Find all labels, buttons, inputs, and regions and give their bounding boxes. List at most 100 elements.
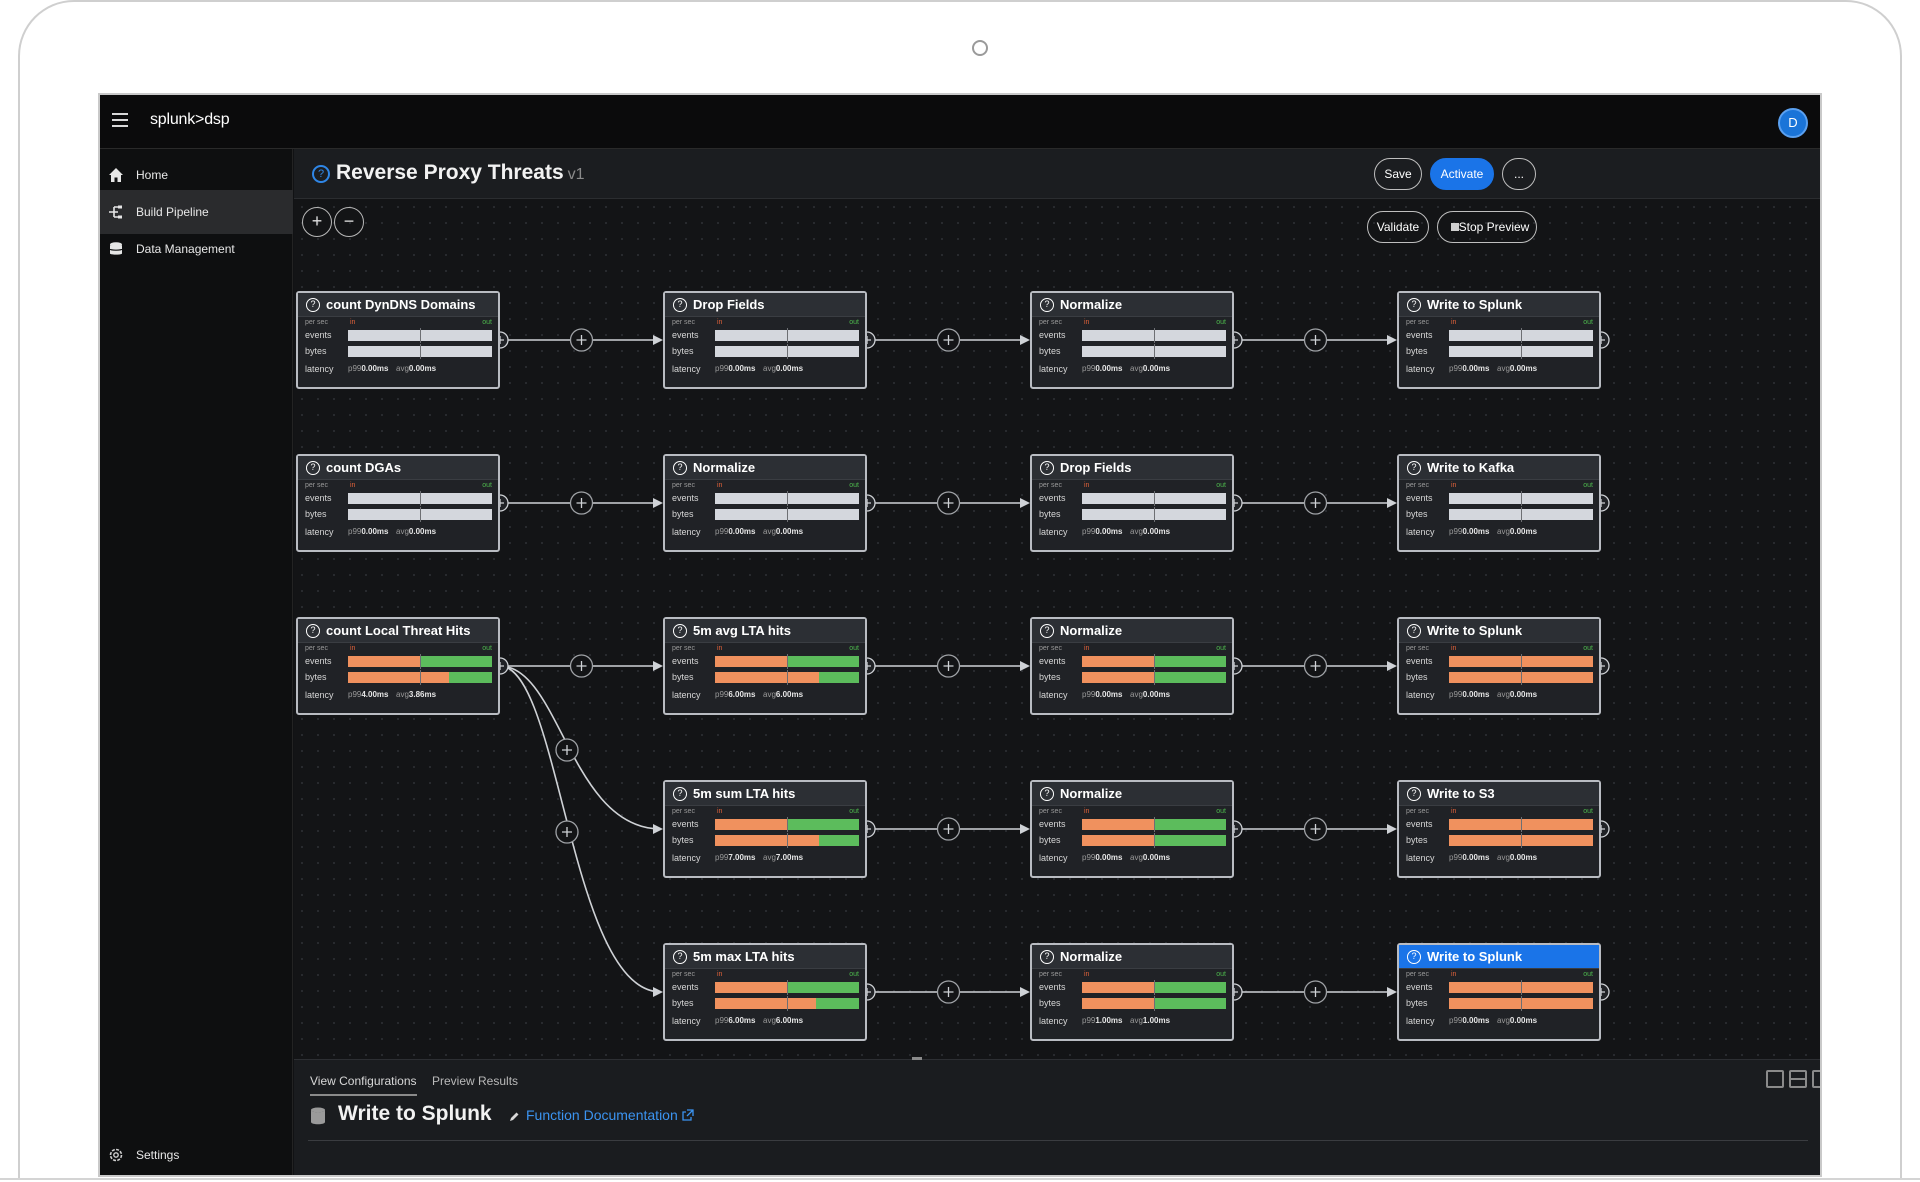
pipeline-node[interactable]: ? Normalize per sec in out events bytes … — [1030, 291, 1234, 389]
function-help-icon[interactable]: ? — [1407, 787, 1421, 801]
function-help-icon[interactable]: ? — [306, 624, 320, 638]
latency-label: latency — [1039, 853, 1068, 863]
user-avatar[interactable]: D — [1778, 108, 1808, 138]
zoom-in-button[interactable]: + — [302, 207, 332, 237]
pipeline-node[interactable]: ? Write to Kafka per sec in out events b… — [1397, 454, 1601, 552]
function-documentation-link[interactable]: Function Documentation — [526, 1107, 694, 1123]
function-help-icon[interactable]: ? — [306, 298, 320, 312]
tab-preview-results[interactable]: Preview Results — [432, 1074, 519, 1088]
more-options-button[interactable]: ... — [1502, 158, 1536, 190]
edit-pencil-icon[interactable] — [508, 1111, 520, 1123]
add-function-button[interactable] — [1303, 654, 1328, 678]
add-function-button[interactable] — [936, 328, 961, 352]
layout-split-icon[interactable] — [1789, 1070, 1807, 1088]
help-icon[interactable]: ? — [312, 165, 330, 183]
pipeline-node[interactable]: ? Normalize per sec in out events bytes … — [1030, 780, 1234, 878]
sidebar-item-data-management[interactable]: Data Management — [100, 227, 293, 271]
function-help-icon[interactable]: ? — [673, 298, 687, 312]
pipeline-node[interactable]: ? Write to Splunk per sec in out events … — [1397, 617, 1601, 715]
validate-button[interactable]: Validate — [1367, 211, 1429, 243]
node-header[interactable]: ? 5m max LTA hits — [665, 945, 865, 969]
function-help-icon[interactable]: ? — [1040, 624, 1054, 638]
function-help-icon[interactable]: ? — [1040, 787, 1054, 801]
connection-curve — [499, 665, 662, 993]
add-function-button[interactable] — [936, 817, 961, 841]
function-help-icon[interactable]: ? — [673, 624, 687, 638]
menu-icon[interactable] — [112, 113, 128, 127]
function-help-icon[interactable]: ? — [1407, 461, 1421, 475]
sidebar-item-home[interactable]: Home — [100, 153, 293, 197]
node-header[interactable]: ? count DynDNS Domains — [298, 293, 498, 317]
node-header[interactable]: ? count Local Threat Hits — [298, 619, 498, 643]
save-button[interactable]: Save — [1374, 158, 1422, 190]
add-function-button[interactable] — [936, 654, 961, 678]
node-header[interactable]: ? Drop Fields — [665, 293, 865, 317]
add-function-button[interactable] — [569, 654, 594, 678]
panel-resize-handle[interactable] — [912, 1057, 922, 1060]
pipeline-node[interactable]: ? Write to Splunk per sec in out events … — [1397, 291, 1601, 389]
events-bar — [1449, 980, 1593, 995]
node-header[interactable]: ? Normalize — [1032, 782, 1232, 806]
add-function-button[interactable] — [1303, 980, 1328, 1004]
add-function-button[interactable] — [569, 491, 594, 515]
pipeline-node[interactable]: ? Normalize per sec in out events bytes … — [1030, 617, 1234, 715]
pipeline-node[interactable]: ? Write to S3 per sec in out events byte… — [1397, 780, 1601, 878]
add-function-button[interactable] — [936, 980, 961, 1004]
pipeline-node[interactable]: ? count DGAs per sec in out events bytes… — [296, 454, 500, 552]
function-help-icon[interactable]: ? — [1407, 950, 1421, 964]
node-header[interactable]: ? Normalize — [1032, 293, 1232, 317]
tab-view-configurations[interactable]: View Configurations — [310, 1074, 417, 1096]
node-header[interactable]: ? Write to Splunk — [1399, 945, 1599, 969]
add-function-button[interactable] — [1303, 817, 1328, 841]
function-help-icon[interactable]: ? — [1407, 298, 1421, 312]
latency-p99: p990.00ms — [348, 364, 389, 373]
pipeline-node[interactable]: ? 5m avg LTA hits per sec in out events … — [663, 617, 867, 715]
pipeline-node[interactable]: ? Drop Fields per sec in out events byte… — [1030, 454, 1234, 552]
zoom-out-button[interactable]: − — [334, 207, 364, 237]
pipeline-node[interactable]: ? 5m sum LTA hits per sec in out events … — [663, 780, 867, 878]
add-function-button[interactable] — [1303, 328, 1328, 352]
node-header[interactable]: ? Write to Kafka — [1399, 456, 1599, 480]
function-help-icon[interactable]: ? — [1040, 950, 1054, 964]
pipeline-node[interactable]: ? Drop Fields per sec in out events byte… — [663, 291, 867, 389]
node-header[interactable]: ? Write to S3 — [1399, 782, 1599, 806]
node-header[interactable]: ? count DGAs — [298, 456, 498, 480]
function-help-icon[interactable]: ? — [673, 461, 687, 475]
per-sec-label: per sec — [672, 808, 695, 815]
pipeline-node[interactable]: ? 5m max LTA hits per sec in out events … — [663, 943, 867, 1041]
add-function-button[interactable] — [1303, 491, 1328, 515]
node-metrics: per sec in out events bytes latency p990… — [298, 480, 498, 550]
stop-preview-button[interactable]: Stop Preview — [1437, 211, 1537, 243]
add-function-button[interactable] — [936, 491, 961, 515]
function-help-icon[interactable]: ? — [673, 787, 687, 801]
node-header[interactable]: ? Write to Splunk — [1399, 619, 1599, 643]
pipeline-node[interactable]: ? Write to Splunk per sec in out events … — [1397, 943, 1601, 1041]
bytes-label: bytes — [672, 672, 694, 682]
layout-full-icon[interactable] — [1812, 1070, 1820, 1088]
function-help-icon[interactable]: ? — [1040, 461, 1054, 475]
add-function-button[interactable] — [555, 738, 579, 762]
layout-single-icon[interactable] — [1766, 1070, 1784, 1088]
node-header[interactable]: ? 5m avg LTA hits — [665, 619, 865, 643]
sidebar-item-build-pipeline[interactable]: Build Pipeline — [100, 190, 293, 234]
top-bar: splunk>dsp D — [100, 95, 1820, 149]
add-function-button[interactable] — [555, 820, 579, 844]
pipeline-node[interactable]: ? Normalize per sec in out events bytes … — [663, 454, 867, 552]
function-help-icon[interactable]: ? — [673, 950, 687, 964]
pipeline-node[interactable]: ? count Local Threat Hits per sec in out… — [296, 617, 500, 715]
node-header[interactable]: ? Normalize — [665, 456, 865, 480]
function-help-icon[interactable]: ? — [1040, 298, 1054, 312]
function-help-icon[interactable]: ? — [1407, 624, 1421, 638]
activate-button[interactable]: Activate — [1430, 158, 1494, 190]
node-header[interactable]: ? Write to Splunk — [1399, 293, 1599, 317]
function-help-icon[interactable]: ? — [306, 461, 320, 475]
node-header[interactable]: ? 5m sum LTA hits — [665, 782, 865, 806]
sidebar-item-settings[interactable]: Settings — [100, 1137, 293, 1173]
pipeline-node[interactable]: ? Normalize per sec in out events bytes … — [1030, 943, 1234, 1041]
pipeline-canvas[interactable]: + − Validate Stop Preview ? count DynDNS… — [294, 199, 1820, 1059]
pipeline-node[interactable]: ? count DynDNS Domains per sec in out ev… — [296, 291, 500, 389]
node-header[interactable]: ? Normalize — [1032, 619, 1232, 643]
node-header[interactable]: ? Drop Fields — [1032, 456, 1232, 480]
add-function-button[interactable] — [569, 328, 594, 352]
node-header[interactable]: ? Normalize — [1032, 945, 1232, 969]
